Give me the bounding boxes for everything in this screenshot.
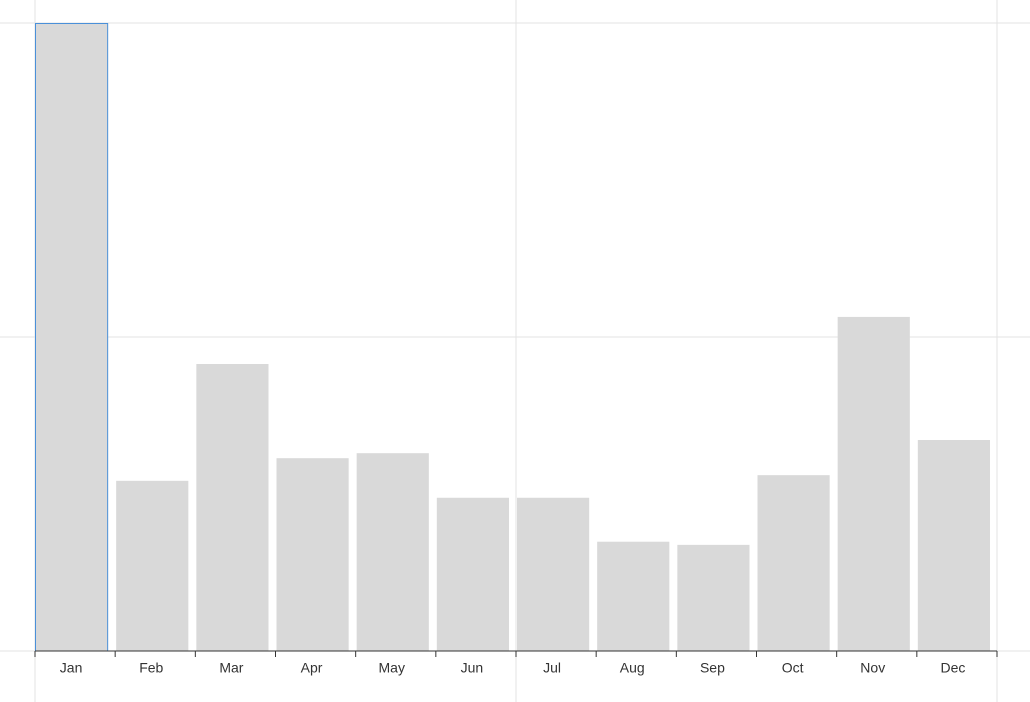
bar (517, 497, 590, 651)
bar (196, 364, 269, 651)
x-tick-label: Jan (60, 660, 83, 676)
bar (917, 439, 990, 651)
bar (116, 480, 189, 651)
bar (677, 544, 750, 651)
x-tick-label: Apr (301, 660, 323, 676)
bar (757, 475, 830, 651)
x-tick-label: Feb (139, 660, 163, 676)
bar (436, 497, 509, 651)
x-tick-label: Dec (940, 660, 965, 676)
bar (35, 23, 109, 652)
x-tick-label: Nov (860, 660, 885, 676)
x-tick-label: Sep (700, 660, 725, 676)
x-tick-label: Jul (543, 660, 561, 676)
bar (837, 316, 910, 651)
x-tick-label: Aug (620, 660, 645, 676)
x-tick-label: Jun (461, 660, 484, 676)
x-tick-label: Mar (219, 660, 243, 676)
bar (356, 453, 429, 651)
bar (276, 458, 349, 651)
x-tick-label: Oct (782, 660, 804, 676)
bar (597, 541, 670, 651)
x-tick-label: May (379, 660, 405, 676)
